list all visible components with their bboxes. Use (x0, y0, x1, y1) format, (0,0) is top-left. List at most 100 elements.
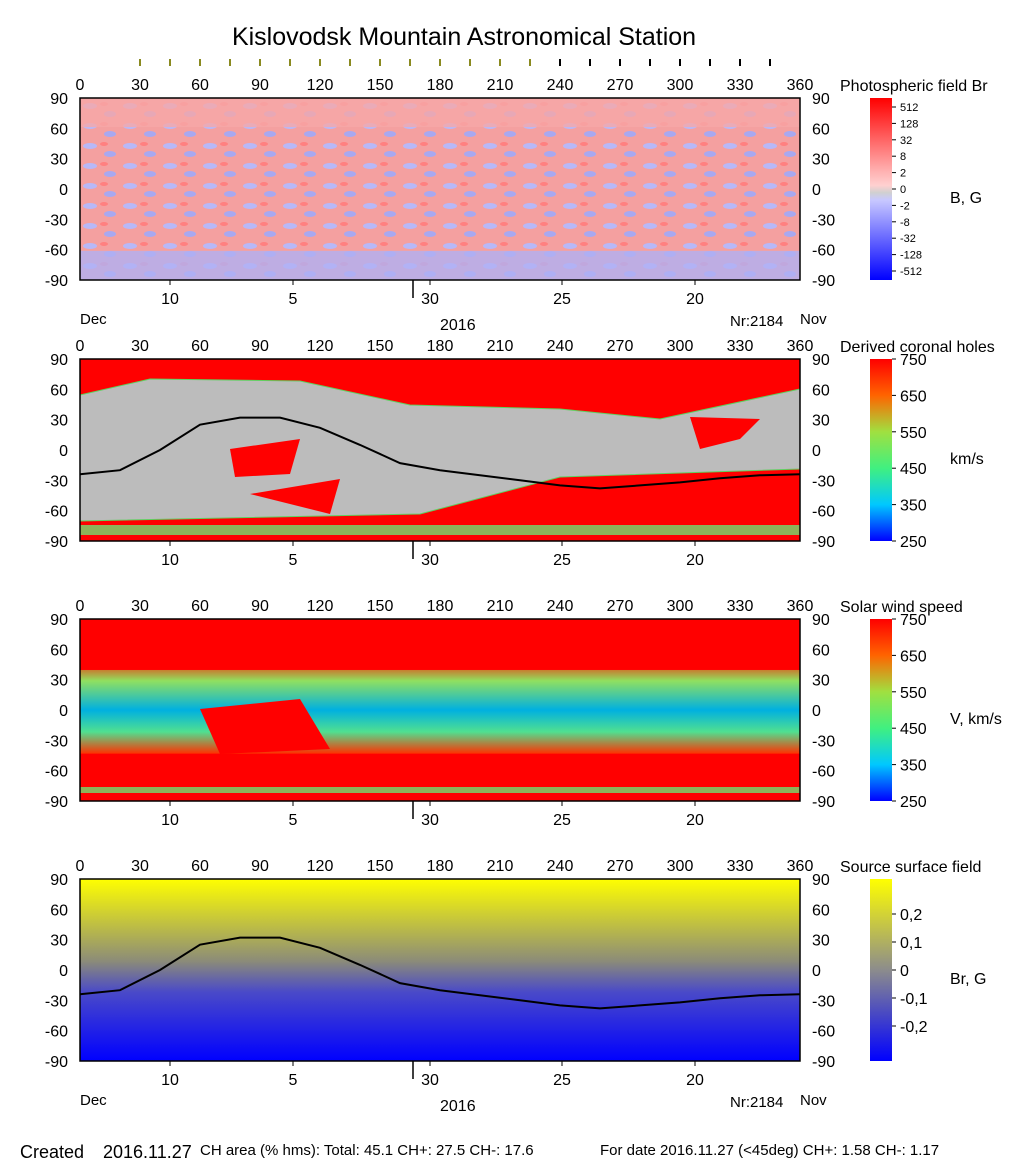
lat-tick-label-right: 30 (812, 413, 830, 430)
lon-tick-label: 330 (727, 77, 754, 94)
lat-tick-label-right: 90 (812, 872, 830, 889)
lat-tick-label-left: -30 (45, 733, 68, 750)
colorbar-tick-label: 250 (900, 794, 927, 811)
footer: Created 2016.11.27 CH area (% hms): Tota… (0, 1136, 1020, 1172)
lon-tick-label: 0 (76, 598, 85, 615)
map-frame (79, 358, 801, 542)
lat-tick-label-left: 90 (50, 612, 68, 629)
colorbar-tick-label: -2 (900, 200, 910, 212)
lat-tick-label-right: -90 (812, 534, 835, 551)
map-frame (79, 97, 801, 281)
colorbar (870, 879, 892, 1061)
lon-tick-label: 0 (76, 338, 85, 355)
lat-tick-label-left: 90 (50, 91, 68, 108)
lon-tick-label: 90 (251, 338, 269, 355)
lon-tick-label: 180 (427, 77, 454, 94)
lat-tick-label-left: -60 (45, 243, 68, 260)
ch-hole (250, 479, 340, 514)
colorbar-tick-label: 8 (900, 151, 906, 163)
lat-tick-label-right: 0 (812, 182, 821, 199)
date-tick-label: 30 (421, 1072, 439, 1089)
month-label-nov: Nov (800, 1092, 827, 1109)
date-tick-label: 25 (553, 1072, 571, 1089)
colorbar-tick-label: 32 (900, 135, 912, 147)
lat-tick-label-right: -60 (812, 1024, 835, 1041)
lon-tick-label: 120 (307, 858, 334, 875)
date-tick-label: 20 (686, 552, 704, 569)
colorbar (870, 619, 892, 801)
colorbar-tick-label: 512 (900, 102, 918, 114)
lat-tick-label-left: -90 (45, 273, 68, 290)
month-label-nov: Nov (800, 311, 827, 328)
lat-tick-label-left: -60 (45, 504, 68, 521)
created-date: 2016.11.27 (103, 1142, 192, 1162)
date-tick-label: 10 (161, 812, 179, 829)
lat-tick-label-left: 60 (50, 121, 68, 138)
lon-tick-label: 360 (787, 858, 814, 875)
colorbar-tick-label: 0 (900, 963, 909, 980)
lat-tick-label-right: -30 (812, 733, 835, 750)
lat-tick-label-left: 90 (50, 872, 68, 889)
lon-tick-label: 30 (131, 598, 149, 615)
lon-tick-label: 210 (487, 338, 514, 355)
colorbar-tick-label: 550 (900, 425, 927, 442)
lon-tick-label: 210 (487, 858, 514, 875)
colorbar-tick-label: 750 (900, 352, 927, 369)
lon-tick-label: 330 (727, 858, 754, 875)
year-label: 2016 (440, 1098, 476, 1115)
neutral-line (79, 936, 801, 1010)
date-tick-label: 20 (686, 291, 704, 308)
lat-tick-label-right: -60 (812, 504, 835, 521)
neutral-line (79, 416, 801, 490)
colorbar-tick-label: 0 (900, 184, 906, 196)
lon-tick-label: 60 (191, 77, 209, 94)
lon-tick-label: 120 (307, 598, 334, 615)
lon-tick-label: 300 (667, 858, 694, 875)
panel-title: Solar wind speed (840, 599, 963, 616)
date-tick-label: 5 (289, 552, 298, 569)
date-tick-label: 5 (289, 291, 298, 308)
lat-tick-label-left: 0 (59, 703, 68, 720)
wind-north-red (80, 619, 800, 670)
lat-tick-label-right: 0 (812, 443, 821, 460)
ch-hole (230, 439, 300, 477)
lat-tick-label-right: 0 (812, 963, 821, 980)
lat-tick-label-left: 30 (50, 673, 68, 690)
colorbar-tick-label: -128 (900, 250, 922, 262)
lat-tick-label-left: -30 (45, 473, 68, 490)
date-tick-label: 30 (421, 291, 439, 308)
colorbar-tick-label: 450 (900, 461, 927, 478)
month-label-dec: Dec (80, 1092, 107, 1109)
lat-tick-label-left: 60 (50, 902, 68, 919)
colorbar-tick-label: 750 (900, 612, 927, 629)
colorbar-unit: B, G (950, 190, 982, 207)
date-tick-label: 20 (686, 1072, 704, 1089)
date-tick-label: 20 (686, 812, 704, 829)
lat-tick-label-right: -60 (812, 243, 835, 260)
lat-tick-label-left: 30 (50, 413, 68, 430)
lon-tick-label: 270 (607, 858, 634, 875)
page-title: Kislovodsk Mountain Astronomical Station (232, 23, 696, 51)
lat-tick-label-right: 30 (812, 673, 830, 690)
lon-tick-label: 300 (667, 338, 694, 355)
lon-tick-label: 60 (191, 338, 209, 355)
lat-tick-label-left: 90 (50, 352, 68, 369)
lon-tick-label: 60 (191, 858, 209, 875)
lat-tick-label-right: -90 (812, 273, 835, 290)
lat-tick-label-left: 0 (59, 182, 68, 199)
lon-tick-label: 150 (367, 77, 394, 94)
lon-tick-label: 180 (427, 598, 454, 615)
colorbar-tick-label: 250 (900, 534, 927, 551)
wind-south-band (80, 787, 800, 793)
lat-tick-label-right: -30 (812, 212, 835, 229)
colorbar-unit: V, km/s (950, 711, 1002, 728)
colorbar-unit: Br, G (950, 971, 986, 988)
month-label-dec: Dec (80, 311, 107, 328)
lat-tick-label-left: -90 (45, 534, 68, 551)
lon-tick-label: 150 (367, 338, 394, 355)
lon-tick-label: 0 (76, 77, 85, 94)
lat-tick-label-right: -90 (812, 794, 835, 811)
date-tick-label: 30 (421, 552, 439, 569)
lon-tick-label: 300 (667, 598, 694, 615)
